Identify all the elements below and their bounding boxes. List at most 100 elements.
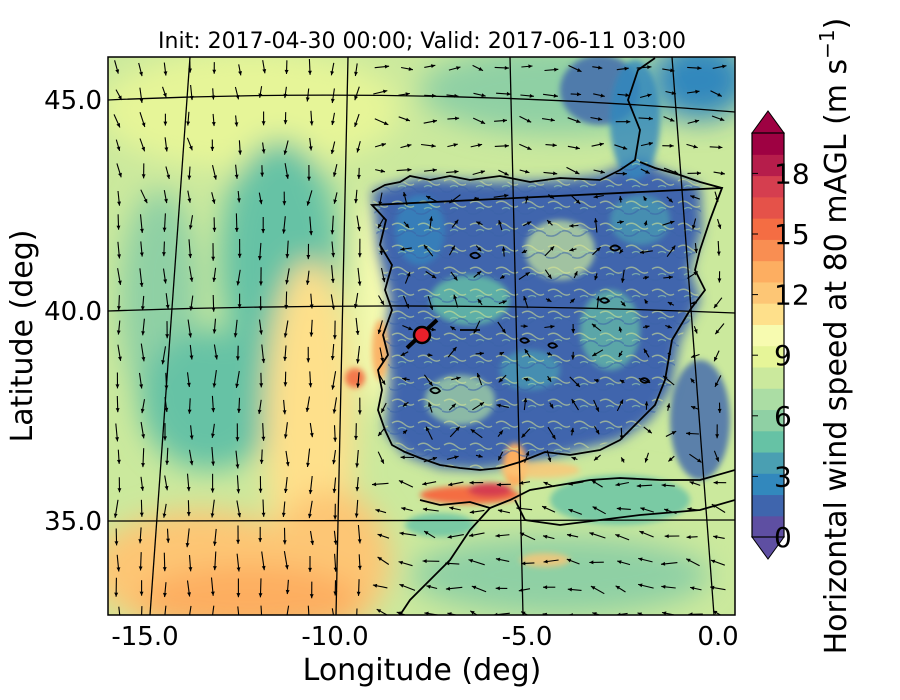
wind-vector-head [664, 508, 669, 513]
wind-vector-head [624, 66, 629, 71]
wind-vector-head [258, 593, 263, 598]
wind-vector-head [429, 216, 433, 221]
wind-vector-head [506, 91, 511, 96]
wind-vector-head [715, 329, 720, 335]
wind-vector-head [550, 118, 555, 122]
wind-vector-head [647, 429, 652, 434]
wind-vector-head [116, 146, 121, 151]
wind-vector-head [310, 540, 315, 545]
wind-vector-head [615, 534, 620, 538]
wind-vector-head [431, 93, 437, 98]
wind-vector-head [380, 357, 385, 362]
wind-vector-head [616, 506, 621, 511]
colorbar-label: Horizontal wind speed at 80 mAGL (m s−1) [815, 18, 854, 655]
wind-vector-head [330, 149, 335, 154]
wind-vector-head [450, 326, 455, 331]
colorbar-step [752, 303, 784, 325]
wind-vector-head [186, 121, 191, 126]
wind-vector-head [235, 464, 240, 469]
wind-vector-head [594, 275, 599, 281]
wind-vector-head [354, 513, 359, 518]
wind-vector-head [529, 94, 534, 98]
wind-vector-head [714, 356, 718, 362]
wind-vector-head [695, 89, 700, 94]
wind-vector-head [453, 276, 458, 281]
wind-vector-head [187, 198, 192, 203]
x-tick-label: -5.0 [502, 622, 553, 652]
wind-vector-head [589, 560, 594, 565]
wind-vector-head [622, 171, 627, 176]
wind-vector-head [139, 282, 144, 287]
wind-vector-head [478, 67, 483, 71]
wind-vector-head [211, 461, 215, 466]
wind-vector-head [626, 119, 631, 124]
wind-vector-head [481, 93, 486, 98]
wind-vector-head [453, 294, 457, 299]
wind-vector-head [117, 254, 121, 259]
wind-vector-head [260, 172, 265, 177]
wind-vector-head [139, 71, 143, 77]
wind-vector-head [426, 196, 431, 200]
wind-vector-head [502, 300, 507, 305]
wind-vector-head [237, 618, 241, 622]
colorbar-step [752, 239, 784, 262]
wind-vector-head [285, 461, 290, 467]
wind-vector-head [687, 507, 692, 512]
wind-vector-head [117, 306, 121, 311]
colorbar-tick-label: 6 [774, 400, 792, 433]
wind-vector-head [528, 64, 533, 69]
wind-vector-head [257, 256, 262, 261]
wind-vector-head [140, 306, 145, 311]
wind-vector-head [401, 506, 406, 511]
wind-vector-head [260, 620, 264, 624]
wind-vector-head [451, 245, 455, 251]
wind-vector-head [619, 249, 624, 254]
site-marker [405, 318, 439, 350]
wind-vector-head [235, 356, 240, 361]
wind-vector-head [429, 305, 434, 310]
wind-vector-head [569, 223, 574, 228]
wind-vector-head [143, 198, 148, 204]
wind-vector-head [400, 455, 405, 460]
wind-vector-head [357, 253, 362, 258]
meridian-10w [335, 57, 349, 615]
wind-vector-head [140, 408, 145, 414]
colorbar-step [752, 133, 784, 155]
wind-vector-head [671, 91, 676, 95]
wind-vector [286, 605, 290, 615]
wind-vector-head [211, 307, 216, 312]
wind-vector-head [285, 279, 289, 285]
wind-vector-head [645, 325, 650, 329]
wind-vector-head [259, 330, 263, 335]
wind-vector-head [384, 64, 390, 69]
colorbar-step [752, 196, 784, 219]
wind-vector-head [645, 169, 650, 174]
wind-vector-head [237, 512, 242, 518]
wind-speed-field [108, 57, 735, 615]
wind-vector-head [422, 507, 428, 512]
wind-vector-head [308, 383, 313, 388]
wind-vector-head [118, 172, 122, 178]
map-frame [107, 56, 736, 616]
wind-vector-head [501, 328, 506, 334]
wind-vector-head [372, 583, 378, 588]
wind-vector-head [690, 195, 695, 199]
wind-vector-head [353, 303, 358, 309]
wind-vector-head [619, 220, 624, 225]
wind-vector-head [305, 97, 310, 102]
wind-vector-head [188, 225, 193, 230]
wind-vector-head [596, 247, 601, 252]
wind-vector-head [500, 274, 505, 279]
wind-vector-head [141, 357, 146, 362]
wind-vector-head [449, 506, 454, 511]
parallel-40 [108, 305, 735, 314]
wind-vector-head [553, 93, 558, 98]
wind-vector-head [696, 171, 701, 176]
wind-vector-head [235, 95, 240, 100]
wind-vector-head [542, 506, 547, 510]
wind-vector-head [426, 426, 430, 432]
wind-vector-head [566, 558, 572, 563]
wind-vector-head [593, 218, 598, 223]
wind-vector-head [525, 272, 530, 277]
y-tick-label: 40.0 [44, 297, 102, 327]
